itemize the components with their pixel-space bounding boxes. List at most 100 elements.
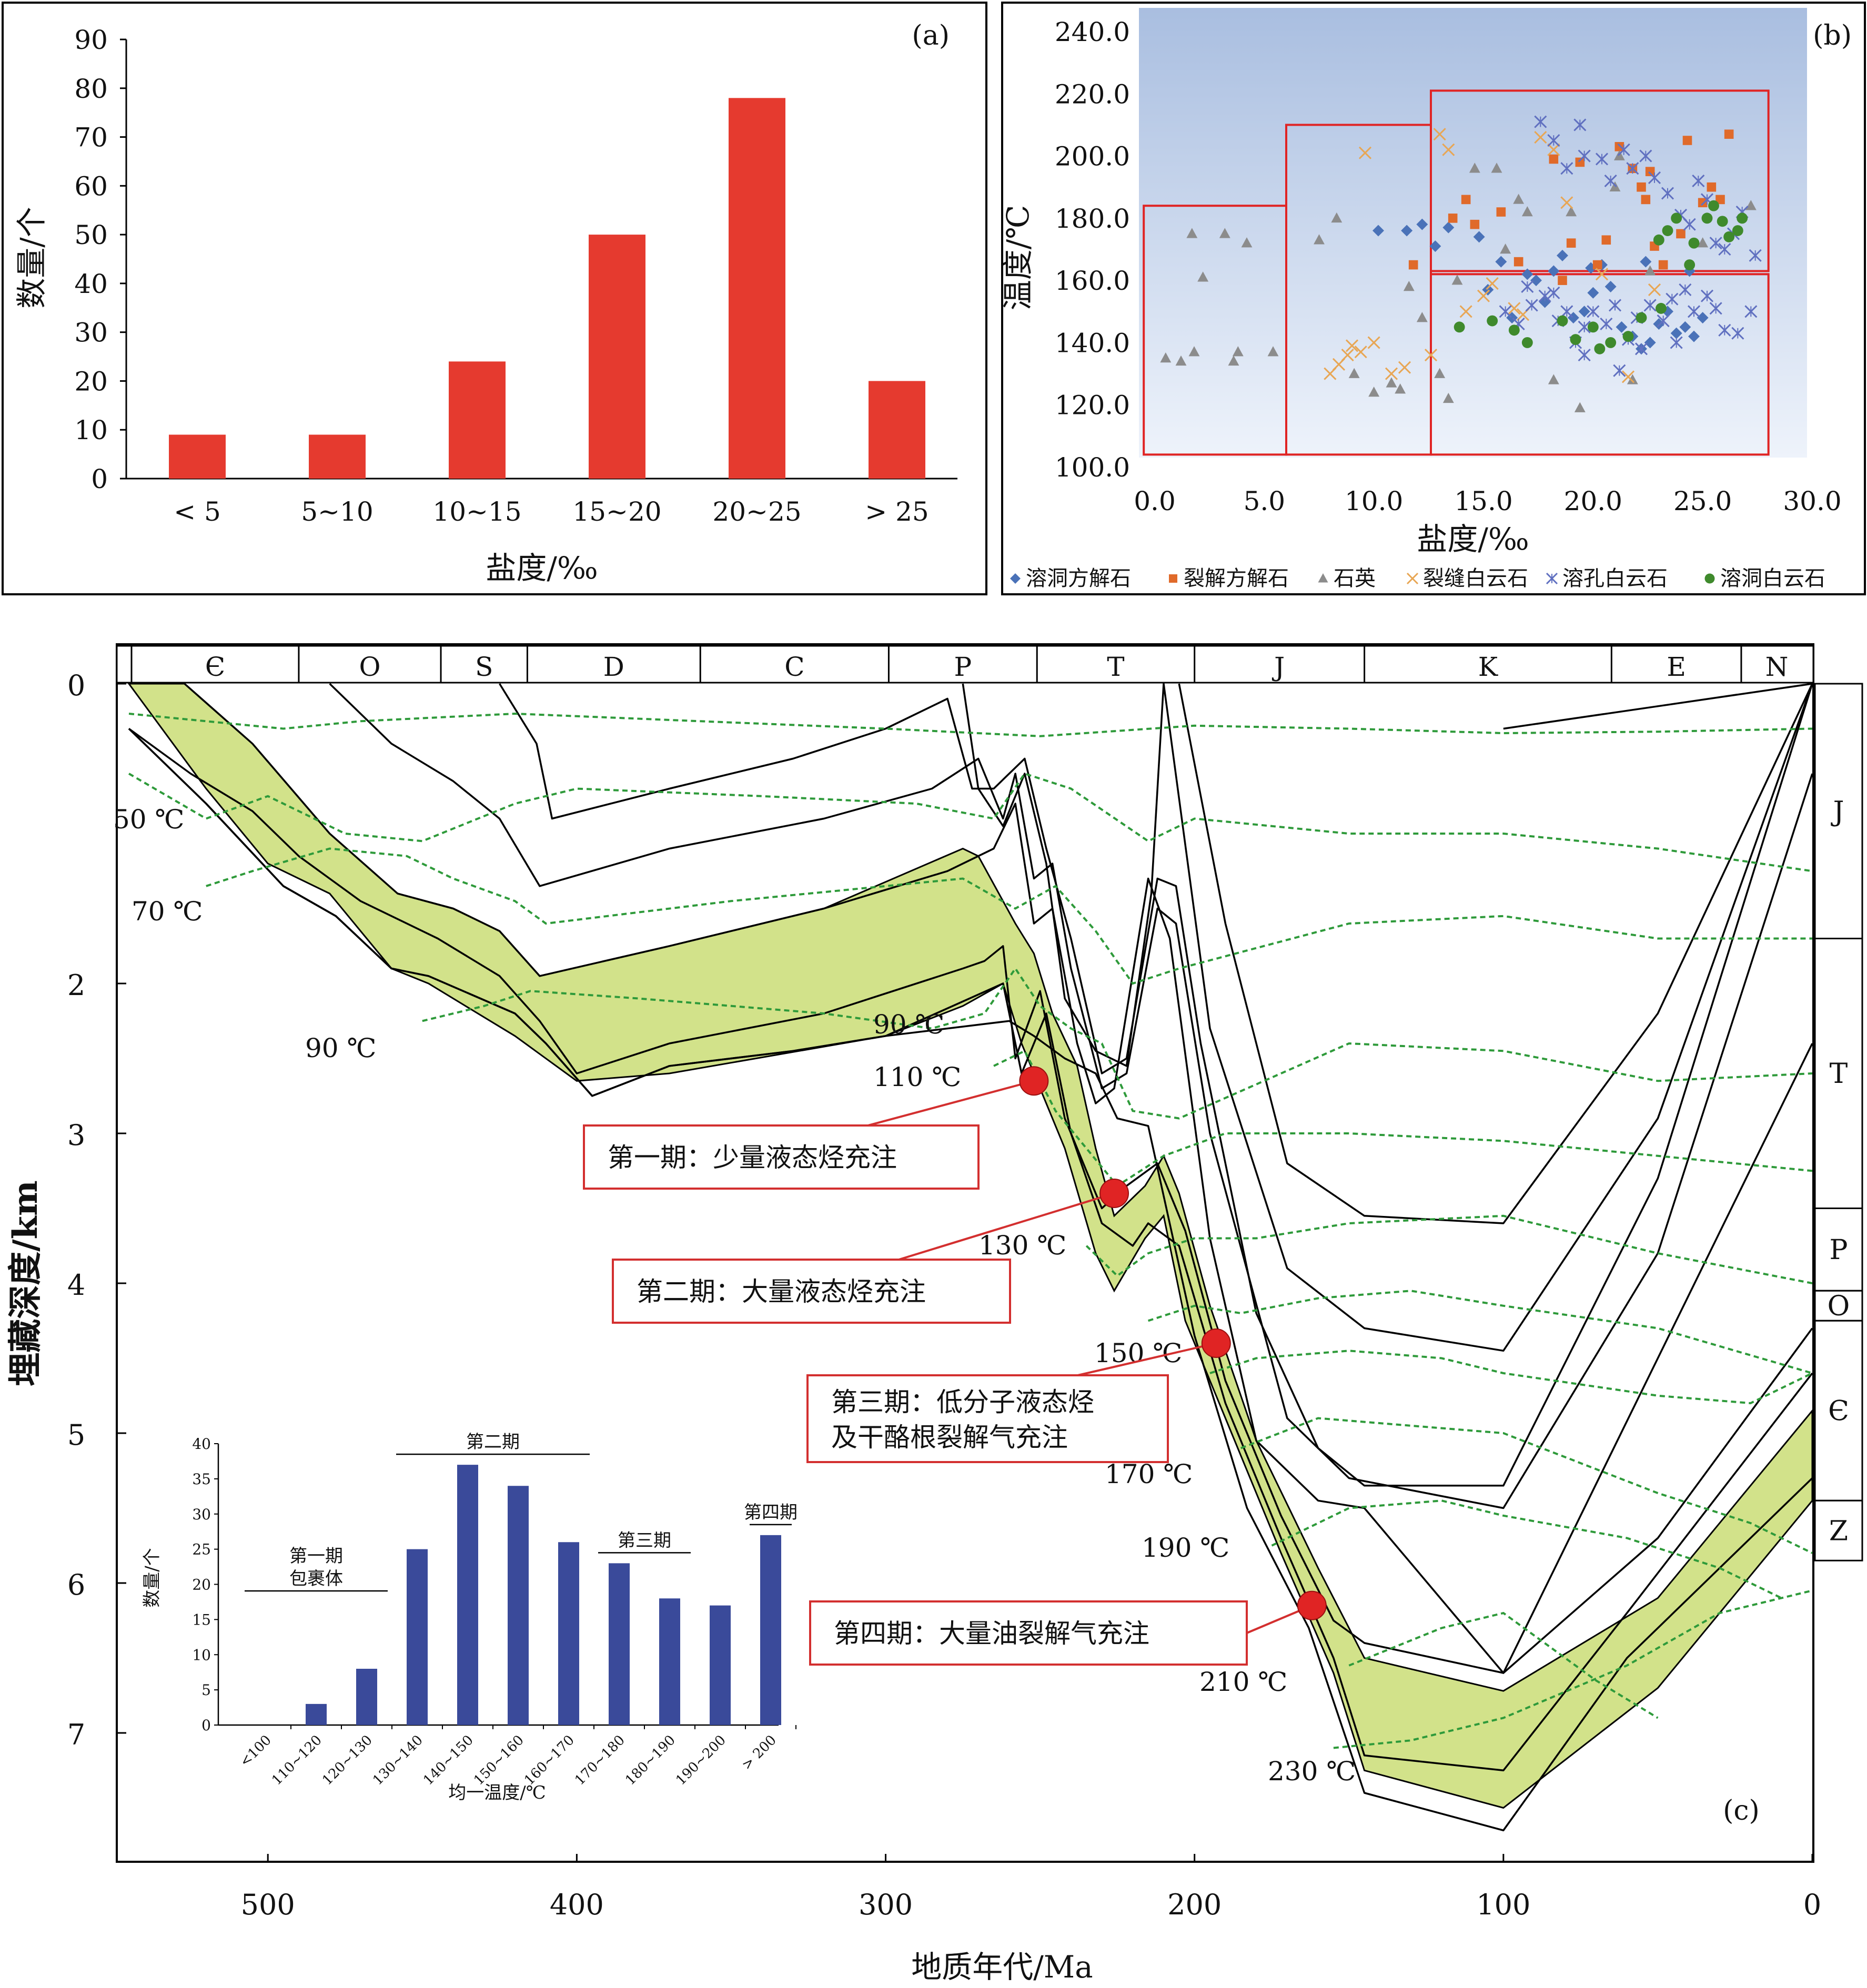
panel-b-legend: 溶洞方解石 裂解方解石 石英 裂缝白云石 溶孔白云石 溶洞白云石 bbox=[1010, 566, 1825, 591]
panel-b-label: (b) bbox=[1813, 20, 1852, 52]
inset-group-label: 第三期 bbox=[618, 1530, 671, 1551]
isotherm-line bbox=[1348, 1611, 1659, 1719]
b-point bbox=[1448, 214, 1458, 223]
b-point bbox=[1416, 312, 1428, 322]
b-point bbox=[1683, 218, 1696, 231]
b-region-box bbox=[1430, 273, 1770, 456]
event-box bbox=[583, 1124, 980, 1190]
b-point bbox=[1345, 339, 1359, 352]
isotherm-label: 130 ℃ bbox=[978, 1230, 1066, 1261]
panel-a-label: (a) bbox=[912, 20, 950, 52]
inset-ytick-label: 20 bbox=[192, 1576, 211, 1594]
inset-ytick-label: 15 bbox=[192, 1611, 211, 1628]
a-bar bbox=[309, 434, 366, 479]
b-point bbox=[1592, 260, 1602, 270]
isotherm-label: 50 ℃ bbox=[113, 804, 184, 835]
period-label: K bbox=[1478, 652, 1499, 682]
isotherm-line bbox=[1240, 1417, 1813, 1554]
b-point bbox=[1549, 154, 1559, 164]
strata-label: J bbox=[1831, 796, 1844, 827]
b-point bbox=[1658, 260, 1668, 270]
inset-bar bbox=[710, 1605, 731, 1725]
b-point bbox=[1666, 292, 1679, 306]
b-ytick-label: 200.0 bbox=[1055, 141, 1130, 172]
b-point bbox=[1626, 162, 1639, 175]
inset-ytick-label: 5 bbox=[201, 1681, 211, 1699]
period-label: J bbox=[1271, 652, 1285, 682]
b-point bbox=[1348, 368, 1360, 378]
panel-c-label: (c) bbox=[1723, 1795, 1760, 1827]
b-point bbox=[1698, 198, 1708, 208]
event-box bbox=[806, 1374, 1169, 1463]
b-point bbox=[1219, 228, 1230, 238]
strata-label: T bbox=[1830, 1058, 1848, 1090]
c-ytick-label: 6 bbox=[67, 1568, 85, 1601]
b-point bbox=[1496, 207, 1506, 217]
isotherm-label: 210 ℃ bbox=[1199, 1667, 1287, 1697]
b-xtick-label: 15.0 bbox=[1454, 486, 1512, 516]
panel-a: 0 10 20 30 40 50 60 70 80 90 < 5 5~10 10~15 15~20 20~… bbox=[2, 2, 987, 595]
b-point bbox=[1697, 312, 1709, 324]
b-point bbox=[1684, 259, 1696, 271]
panel-a-xticks: < 5 5~10 10~15 15~20 20~25 > 25 bbox=[174, 496, 929, 527]
b-point bbox=[1644, 265, 1656, 276]
b-point bbox=[1614, 142, 1624, 151]
b-point bbox=[1267, 346, 1279, 357]
b-point bbox=[1160, 352, 1172, 363]
panel-c-xlabel: 地质年代/Ma bbox=[911, 1949, 1093, 1985]
a-ytick-label: 90 bbox=[74, 25, 108, 55]
period-label: S bbox=[475, 652, 493, 682]
b-point bbox=[1653, 318, 1665, 330]
b-point bbox=[1408, 260, 1418, 270]
b-point bbox=[1634, 342, 1648, 356]
b-ytick-label: 220.0 bbox=[1055, 79, 1130, 109]
b-point bbox=[1643, 299, 1657, 312]
isotherm-line bbox=[1147, 1290, 1813, 1374]
b-point bbox=[1587, 305, 1600, 318]
b-point bbox=[1318, 573, 1328, 583]
b-point bbox=[1538, 289, 1551, 302]
b-point bbox=[1513, 257, 1523, 267]
b-ytick-label: 100.0 bbox=[1055, 452, 1130, 483]
panel-a-xlabel: 盐度/‰ bbox=[486, 550, 598, 586]
a-xtick-label: 5~10 bbox=[301, 496, 373, 527]
b-point bbox=[1534, 131, 1547, 144]
period-label: C bbox=[784, 652, 804, 682]
b-point bbox=[1648, 171, 1661, 185]
b-point bbox=[1637, 182, 1646, 192]
burial-line bbox=[1503, 683, 1813, 730]
b-legend-label: 溶孔白云石 bbox=[1562, 566, 1668, 591]
isotherm-line bbox=[1085, 1214, 1813, 1284]
charging-event: 第二期：大量液态烃充注 bbox=[612, 1179, 1129, 1324]
burial-line bbox=[962, 683, 1813, 1352]
c-xtick-label: 400 bbox=[550, 1888, 604, 1921]
b-point bbox=[1715, 195, 1725, 205]
b-xtick-label: 0.0 bbox=[1134, 486, 1176, 516]
strata-cell bbox=[1814, 1499, 1863, 1561]
isotherm-line bbox=[993, 1049, 1813, 1188]
b-point bbox=[1679, 283, 1692, 296]
b-point bbox=[1521, 268, 1533, 280]
b-point bbox=[1656, 302, 1667, 314]
b-point bbox=[1640, 256, 1652, 268]
isotherm-line bbox=[422, 966, 1813, 1120]
b-point bbox=[1679, 321, 1691, 333]
b-xtick-label: 20.0 bbox=[1564, 486, 1622, 516]
c-ytick-label: 2 bbox=[67, 969, 85, 1002]
isotherms bbox=[128, 712, 1813, 1749]
b-point bbox=[1521, 337, 1533, 348]
b-point bbox=[1403, 280, 1415, 291]
b-point bbox=[1604, 174, 1617, 187]
a-ytick-label: 10 bbox=[74, 415, 108, 445]
b-point bbox=[1442, 221, 1455, 234]
b-point bbox=[1709, 237, 1722, 250]
strata-column: J T PO Є Z bbox=[1814, 683, 1863, 1561]
b-point bbox=[1594, 343, 1606, 354]
isotherm-line bbox=[1209, 1350, 1813, 1405]
burial-line bbox=[184, 683, 1813, 1674]
b-point bbox=[1314, 234, 1325, 245]
b-legend-label: 石英 bbox=[1334, 566, 1376, 591]
b-legend-label: 裂缝白云石 bbox=[1423, 566, 1528, 591]
